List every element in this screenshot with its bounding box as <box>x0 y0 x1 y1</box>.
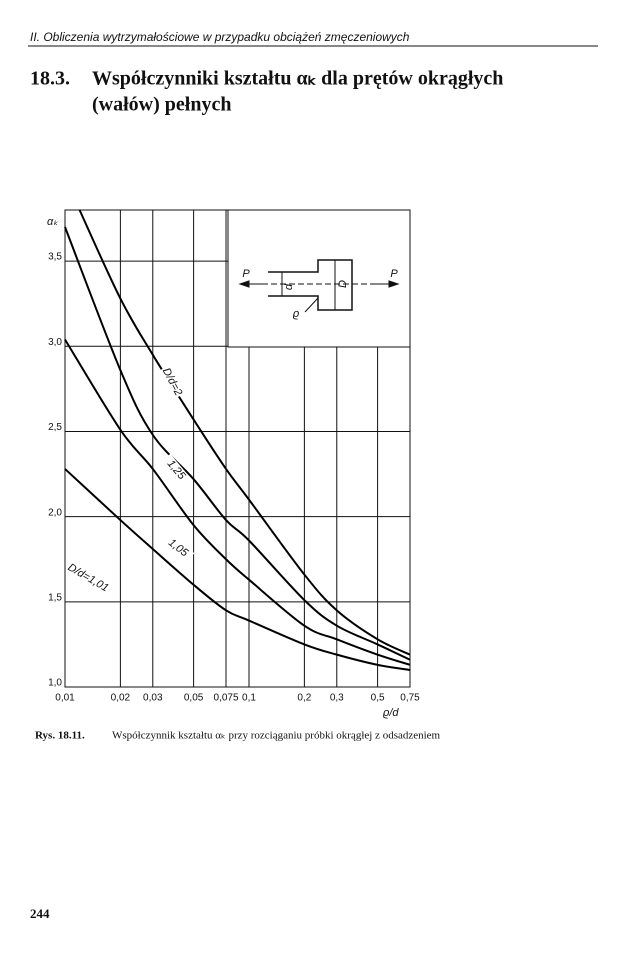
y-tick-label: 1,5 <box>48 592 62 603</box>
label-bg <box>159 365 185 399</box>
curve <box>78 209 411 656</box>
inset-arrow <box>238 280 268 288</box>
inset-radius <box>304 297 319 313</box>
curve <box>64 226 411 661</box>
chart: 0,01 0,02 0,03 0,05 0,075 0,1 0,2 0,3 0,5 0,75 1,0… <box>47 209 420 719</box>
label-bg <box>161 453 191 487</box>
inset-label: ϱ <box>293 308 300 320</box>
inset-box <box>227 209 411 348</box>
series-label: D/d=1,01 <box>66 561 111 594</box>
y-axis-label: αₖ <box>47 216 58 228</box>
x-axis-label: ϱ/d <box>383 707 399 719</box>
x-tick-label: 0,05 <box>184 693 204 704</box>
curve <box>64 338 411 666</box>
y-tick-label: 2,0 <box>48 507 62 518</box>
x-tick-label: 0,3 <box>330 693 344 704</box>
section-number: 18.3. <box>30 68 70 90</box>
running-header: II. Obliczenia wytrzymałościowe w przypa… <box>30 30 410 44</box>
curve <box>64 468 411 671</box>
x-tick-label: 0,01 <box>55 693 75 704</box>
label-bg <box>161 533 195 563</box>
section-title: Współczynniki kształtu αₖ dla prętów okr… <box>92 68 503 90</box>
x-tick-label: 0,03 <box>143 693 163 704</box>
x-tick-label: 0,75 <box>400 693 420 704</box>
x-tick-label: 0,1 <box>242 693 256 704</box>
inset-label: P <box>242 268 250 280</box>
inset-arrow <box>370 280 400 288</box>
page-number: 244 <box>30 906 50 921</box>
series-label: D/d=2 <box>160 366 185 398</box>
caption-text: Współczynnik kształtu αₖ przy rozciągani… <box>112 730 441 742</box>
caption-label: Rys. 18.11. <box>35 730 85 742</box>
x-tick-label: 0,075 <box>213 693 238 704</box>
x-tick-label: 0,5 <box>371 693 385 704</box>
y-tick-label: 3,0 <box>48 337 62 348</box>
inset-label: D <box>337 280 349 288</box>
inset-label: P <box>390 268 398 280</box>
x-tick-label: 0,2 <box>297 693 311 704</box>
x-tick-label: 0,02 <box>111 693 131 704</box>
section-title: (wałów) pełnych <box>92 94 231 116</box>
inset-label: d <box>283 283 295 290</box>
y-tick-label: 1,0 <box>48 678 62 689</box>
y-tick-label: 2,5 <box>48 422 62 433</box>
label-bg <box>71 564 105 592</box>
y-tick-label: 3,5 <box>48 252 62 263</box>
